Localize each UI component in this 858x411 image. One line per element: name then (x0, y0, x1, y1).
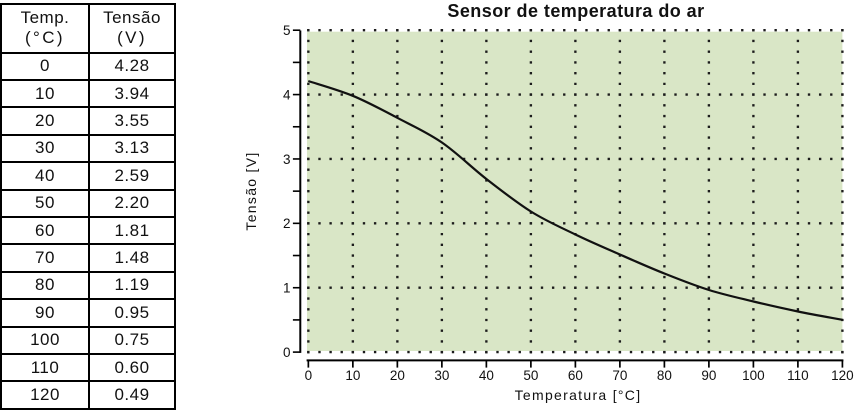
svg-text:50: 50 (523, 368, 538, 383)
svg-text:0: 0 (283, 345, 291, 360)
svg-text:60: 60 (568, 368, 583, 383)
svg-text:0: 0 (305, 368, 313, 383)
svg-text:1: 1 (283, 281, 291, 296)
svg-text:10: 10 (345, 368, 360, 383)
svg-text:40: 40 (479, 368, 494, 383)
svg-text:70: 70 (612, 368, 627, 383)
svg-text:Sensor de temperatura do ar: Sensor de temperatura do ar (447, 1, 704, 21)
svg-text:20: 20 (390, 368, 405, 383)
svg-text:4: 4 (283, 87, 291, 102)
svg-text:110: 110 (787, 368, 809, 383)
svg-text:90: 90 (701, 368, 716, 383)
svg-text:5: 5 (283, 23, 291, 38)
svg-text:3: 3 (283, 152, 291, 167)
svg-text:100: 100 (742, 368, 765, 383)
svg-text:120: 120 (831, 368, 854, 383)
svg-text:Tensão [V]: Tensão [V] (243, 151, 259, 230)
svg-text:80: 80 (657, 368, 672, 383)
svg-text:30: 30 (434, 368, 449, 383)
svg-text:2: 2 (283, 216, 291, 231)
svg-text:Temperatura [°C]: Temperatura [°C] (515, 387, 642, 403)
